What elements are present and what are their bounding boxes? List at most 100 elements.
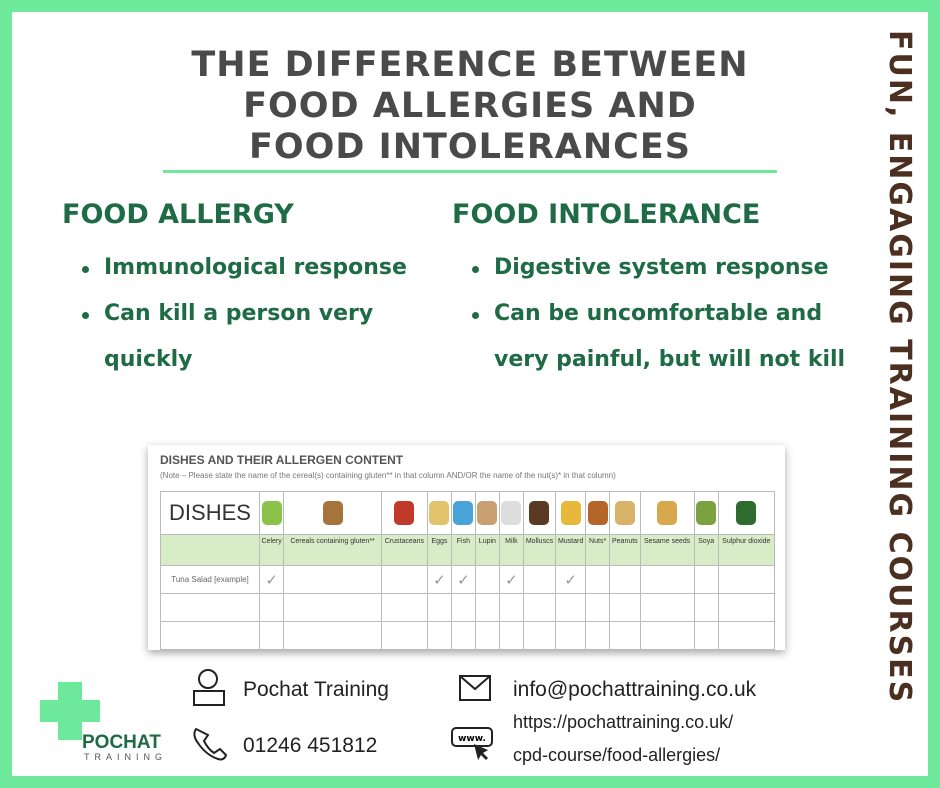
allergen-icon: [261, 501, 282, 525]
allergen-name: Eggs: [426, 534, 452, 566]
allergen-icon: [614, 501, 635, 525]
empty-cell: [639, 621, 695, 650]
empty-cell: [585, 621, 611, 650]
allergen-icon: [501, 501, 522, 525]
allergen-name: Peanuts: [609, 534, 641, 566]
empty-row: [160, 621, 776, 650]
svg-text:www.: www.: [458, 734, 486, 744]
icon-cell: [522, 491, 557, 535]
icon-cell: [283, 491, 382, 535]
icon-cell: [693, 491, 719, 535]
allergen-name: Nuts*: [585, 534, 611, 566]
icon-row: DISHES: [160, 491, 776, 535]
email[interactable]: info@pochattraining.co.uk: [513, 678, 757, 701]
empty-cell: [160, 593, 260, 622]
empty-cell: [522, 621, 557, 650]
empty-cell: [426, 593, 452, 622]
icon-cell: [474, 491, 500, 535]
check-cell: ✓: [258, 565, 285, 594]
company: Pochat Training: [243, 678, 389, 701]
empty-cell: [498, 593, 524, 622]
bullet: [82, 312, 89, 319]
column-heading: FOOD INTOLERANCE: [452, 199, 761, 230]
dish-name: Tuna Salad [example]: [160, 565, 260, 594]
empty-cell: [639, 593, 695, 622]
empty-cell: [450, 593, 476, 622]
check-cell: [474, 565, 500, 594]
check-cell: [585, 565, 611, 594]
allergen-name: Crustaceans: [380, 534, 428, 566]
allergen-icon: [736, 501, 757, 525]
empty-cell: [380, 593, 428, 622]
column-heading: FOOD ALLERGY: [62, 199, 294, 230]
check-cell: [717, 565, 776, 594]
corner: DISHES: [160, 491, 260, 535]
allergen-name: Molluscs: [522, 534, 557, 566]
phone: 01246 451812: [243, 734, 378, 757]
empty-cell: [258, 593, 285, 622]
allergen-icon: [560, 501, 581, 525]
empty-cell: [717, 593, 776, 622]
contact-icons: www.: [451, 675, 493, 760]
empty-cell: [474, 621, 500, 650]
dish-row: Tuna Salad [example] ✓ ✓ ✓ ✓ ✓: [160, 565, 776, 594]
logo-sub: TRAINING: [84, 752, 168, 762]
allergen-icon: [657, 501, 678, 525]
allergen-icon: [696, 501, 717, 525]
icon-cell: [639, 491, 695, 535]
table-title: DISHES AND THEIR ALLERGEN CONTENT: [160, 453, 404, 467]
empty-cell: [426, 621, 452, 650]
icon-cell: [498, 491, 524, 535]
empty-cell: [693, 621, 719, 650]
check-cell: ✓: [450, 565, 476, 594]
allergen-icon: [529, 501, 550, 525]
url[interactable]: cpd-course/food-allergies/: [513, 745, 721, 765]
icon-cell: [450, 491, 476, 535]
empty-cell: [160, 621, 260, 650]
allergen-icon: [453, 501, 474, 525]
empty-cell: [498, 621, 524, 650]
allergen-name: Sulphur dioxide: [717, 534, 776, 566]
url[interactable]: https://pochattraining.co.uk/: [513, 712, 734, 732]
check-cell: ✓: [555, 565, 587, 594]
label-row: Celery Cereals containing gluten** Crustac…: [160, 534, 776, 566]
empty-cell: [555, 621, 587, 650]
empty-cell: [522, 593, 557, 622]
empty-cell: [283, 593, 382, 622]
table-card: DISHES AND THEIR ALLERGEN CONTENT (Note …: [148, 445, 785, 650]
bullet-text: Digestive system response: [494, 255, 829, 280]
check-cell: [639, 565, 695, 594]
bullet: [472, 312, 479, 319]
empty-cell: [380, 621, 428, 650]
logo-cross: [40, 700, 100, 722]
allergen-name: Lupin: [474, 534, 500, 566]
icon-cell: [555, 491, 587, 535]
check-cell: [693, 565, 719, 594]
empty-cell: [717, 621, 776, 650]
bullet-text: Can be uncomfortable and very painful, b…: [494, 301, 846, 372]
allergen-icon: [477, 501, 498, 525]
allergen-name: Celery: [258, 534, 285, 566]
allergen-icon: [429, 501, 450, 525]
empty-cell: [258, 621, 285, 650]
empty-cell: [283, 621, 382, 650]
bullet: [472, 266, 479, 273]
empty-cell: [555, 593, 587, 622]
empty-row: [160, 593, 776, 622]
check-cell: [380, 565, 428, 594]
bullet-text: Immunological response: [104, 255, 407, 280]
check-cell: [283, 565, 382, 594]
title-line: THE DIFFERENCE BETWEEN: [191, 45, 749, 85]
empty-cell: [450, 621, 476, 650]
title-line: FOOD ALLERGIES AND: [243, 86, 697, 126]
check-cell: ✓: [426, 565, 452, 594]
icon-cell: [717, 491, 776, 535]
logo-name: POCHAT: [82, 732, 161, 753]
allergen-name: Fish: [450, 534, 476, 566]
allergen-icon: [322, 501, 343, 525]
check-cell: ✓: [498, 565, 524, 594]
side-text: FUN, ENGAGING TRAINING COURSES: [882, 30, 917, 705]
icon-cell: [609, 491, 641, 535]
title-line: FOOD INTOLERANCES: [249, 127, 691, 167]
